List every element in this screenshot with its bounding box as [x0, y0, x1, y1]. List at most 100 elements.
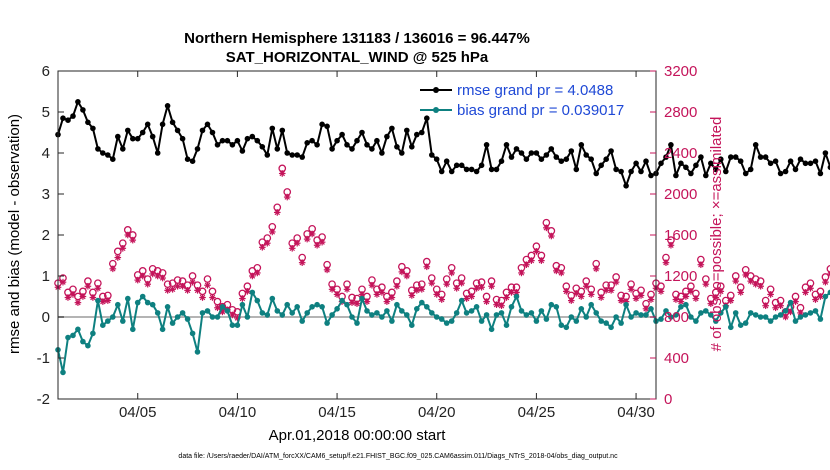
- plot-frame: [57, 70, 657, 400]
- rmse-point: [314, 142, 320, 148]
- rmse-point: [254, 137, 261, 144]
- rmse-point: [404, 127, 410, 134]
- obs-assimilated-point: [807, 285, 814, 292]
- rmse-point: [473, 168, 480, 175]
- bias-point: [708, 312, 714, 318]
- bias-point: [204, 308, 211, 314]
- rmse-point: [209, 129, 216, 136]
- bias-point: [309, 304, 315, 310]
- rmse-point: [543, 152, 550, 158]
- rmse-point: [224, 137, 231, 144]
- rmse-point: [468, 166, 475, 173]
- obs-assimilated-point: [134, 276, 142, 284]
- rmse-point: [713, 166, 719, 173]
- rmse-point: [419, 129, 425, 136]
- rmse-point: [668, 142, 674, 148]
- bias-point: [752, 312, 759, 318]
- obs-assimilated-point: [418, 286, 426, 293]
- obs-assimilated-point: [493, 301, 500, 308]
- obs-assimilated-point: [672, 296, 680, 303]
- obs-assimilated-point: [308, 230, 316, 238]
- obs-assimilated-point: [204, 281, 211, 289]
- obs-assimilated-point: [259, 244, 266, 251]
- y-left-tick-label: 5: [42, 104, 50, 121]
- obs-assimilated-point: [114, 254, 122, 261]
- rmse-point: [60, 115, 66, 121]
- bias-point: [573, 318, 580, 324]
- obs-assimilated-point: [343, 286, 351, 293]
- bias-point: [100, 322, 106, 329]
- obs-assimilated-point: [283, 193, 291, 201]
- rmse-point: [728, 154, 734, 160]
- obs-assimilated-point: [383, 298, 391, 305]
- obs-assimilated-point: [697, 261, 705, 269]
- rmse-point: [409, 144, 415, 150]
- obs-assimilated-point: [772, 304, 779, 312]
- bias-point: [438, 316, 445, 322]
- bias-point: [394, 301, 400, 308]
- obs-assimilated-point: [827, 270, 830, 278]
- rmse-point: [663, 154, 669, 160]
- obs-assimilated-point: [577, 293, 585, 300]
- rmse-point: [374, 137, 380, 144]
- y-right-tick-label: 400: [664, 350, 689, 367]
- rmse-point: [284, 150, 291, 156]
- rmse-point: [538, 156, 545, 162]
- rmse-point: [708, 160, 714, 167]
- rmse-point: [548, 146, 555, 152]
- obs-assimilated-point: [378, 289, 386, 296]
- obs-assimilated-point: [553, 267, 560, 275]
- rmse-point: [797, 156, 804, 162]
- bias-point: [827, 289, 830, 296]
- rmse-point: [319, 121, 325, 128]
- bias-point: [344, 301, 350, 308]
- rmse-point: [683, 164, 689, 171]
- bias-point: [623, 301, 629, 308]
- bias-point: [419, 299, 425, 306]
- bias-point: [628, 314, 634, 320]
- obs-assimilated-point: [99, 298, 107, 305]
- obs-assimilated-point: [543, 224, 550, 232]
- x-tick-label: 04/25: [518, 404, 556, 421]
- bias-point: [658, 316, 664, 322]
- bias-point: [812, 308, 819, 314]
- y-right-tick-label: 800: [664, 309, 689, 326]
- rmse-point: [528, 150, 535, 156]
- obs-assimilated-point: [229, 311, 236, 319]
- obs-assimilated-point: [767, 291, 774, 298]
- axes: -2 -1 0 1 2 3 4 5 6 0 400 800 1200 1600 2000 2400 2800 32…: [37, 63, 698, 421]
- bias-point: [139, 293, 146, 300]
- rmse-point: [424, 115, 430, 121]
- bias-point: [209, 314, 216, 320]
- bias-point: [254, 297, 261, 304]
- bias-point: [80, 338, 86, 345]
- obs-assimilated-point: [642, 305, 650, 313]
- rmse-point: [643, 158, 649, 164]
- bias-point: [249, 289, 256, 296]
- bias-point: [244, 314, 251, 320]
- bias-point: [429, 310, 435, 316]
- bias-point: [543, 316, 550, 322]
- obs-assimilated-point: [124, 231, 132, 239]
- rmse-point: [488, 166, 495, 173]
- bias-point: [762, 314, 769, 320]
- bias-point: [728, 324, 734, 331]
- bias-point: [548, 301, 555, 308]
- obs-assimilated-point: [84, 282, 92, 290]
- obs-assimilated-point: [268, 228, 276, 236]
- rmse-point: [787, 158, 794, 164]
- obs-assimilated-point: [214, 304, 221, 312]
- obs-assimilated-point: [209, 294, 216, 301]
- rmse-point: [807, 160, 814, 167]
- obs-assimilated-point: [89, 294, 97, 301]
- rmse-point: [90, 125, 96, 132]
- obs-assimilated-point: [458, 279, 465, 287]
- obs-assimilated-point: [762, 302, 769, 310]
- rmse-point: [588, 156, 594, 162]
- rmse-point: [633, 160, 639, 167]
- bias-point: [194, 349, 201, 355]
- obs-assimilated-point: [323, 266, 331, 274]
- rmse-point: [648, 172, 654, 179]
- bias-point: [174, 314, 181, 320]
